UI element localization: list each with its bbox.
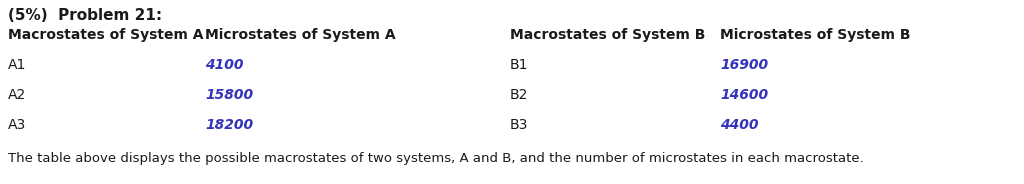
Text: 16900: 16900 <box>720 58 768 72</box>
Text: Microstates of System A: Microstates of System A <box>205 28 395 42</box>
Text: 4100: 4100 <box>205 58 244 72</box>
Text: Microstates of System B: Microstates of System B <box>720 28 910 42</box>
Text: A2: A2 <box>8 88 27 102</box>
Text: B1: B1 <box>510 58 528 72</box>
Text: The table above displays the possible macrostates of two systems, A and B, and t: The table above displays the possible ma… <box>8 152 864 165</box>
Text: (5%)  Problem 21:: (5%) Problem 21: <box>8 8 162 23</box>
Text: Macrostates of System A: Macrostates of System A <box>8 28 204 42</box>
Text: 18200: 18200 <box>205 118 253 132</box>
Text: Macrostates of System B: Macrostates of System B <box>510 28 706 42</box>
Text: B2: B2 <box>510 88 528 102</box>
Text: 14600: 14600 <box>720 88 768 102</box>
Text: A3: A3 <box>8 118 27 132</box>
Text: 4400: 4400 <box>720 118 759 132</box>
Text: 15800: 15800 <box>205 88 253 102</box>
Text: B3: B3 <box>510 118 528 132</box>
Text: A1: A1 <box>8 58 27 72</box>
